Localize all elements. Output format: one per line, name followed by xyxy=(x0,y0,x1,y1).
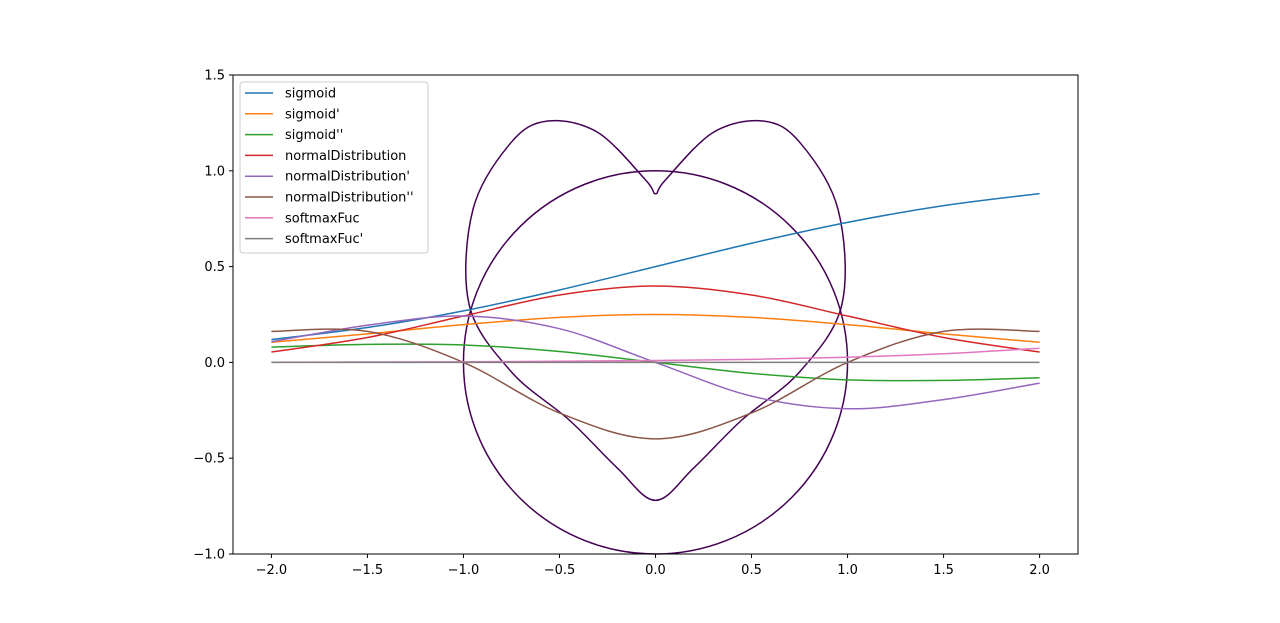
legend-box xyxy=(239,81,429,254)
series-line-0 xyxy=(271,192,1040,341)
legend: sigmoid sigmoid' sigmoid'' normalDistributi… xyxy=(239,81,429,254)
legend-label: sigmoid'' xyxy=(285,128,343,143)
y-tick-label: 0.5 xyxy=(204,260,225,275)
series-layer xyxy=(271,192,1040,440)
legend-label: softmaxFuc' xyxy=(285,232,363,247)
x-tick-label: 2.0 xyxy=(1029,563,1050,578)
x-tick-label: −0.5 xyxy=(544,563,576,578)
x-tick-label: 1.5 xyxy=(933,563,954,578)
x-tick-label: −1.0 xyxy=(448,563,480,578)
x-tick-label: 1.0 xyxy=(837,563,858,578)
legend-label: normalDistribution' xyxy=(285,170,410,185)
y-tick-label: −0.5 xyxy=(193,452,225,467)
legend-label: normalDistribution'' xyxy=(285,191,414,206)
x-axis-ticks: −2.0 −1.5 −1.0 −0.5 0.0 0.5 1.0 1.5 2.0 xyxy=(256,554,1050,578)
x-tick-label: 0.5 xyxy=(741,563,762,578)
y-tick-label: 1.0 xyxy=(204,164,225,179)
x-tick-label: −2.0 xyxy=(256,563,288,578)
y-axis-ticks: −1.0 −0.5 0.0 0.5 1.0 1.5 xyxy=(193,69,233,563)
legend-label: sigmoid xyxy=(285,87,336,102)
series-line-5 xyxy=(271,328,1040,440)
legend-label: normalDistribution xyxy=(285,149,406,164)
series-line-3 xyxy=(271,285,1040,353)
y-tick-label: 1.5 xyxy=(204,69,225,84)
y-tick-label: 0.0 xyxy=(204,356,225,371)
legend-label: softmaxFuc xyxy=(285,211,360,226)
legend-label: sigmoid' xyxy=(285,107,340,122)
x-tick-label: −1.5 xyxy=(352,563,384,578)
heart-curve xyxy=(465,119,846,502)
x-tick-label: 0.0 xyxy=(645,563,666,578)
y-tick-label: −1.0 xyxy=(193,548,225,563)
legend-entries: sigmoid sigmoid' sigmoid'' normalDistributi… xyxy=(245,87,414,247)
